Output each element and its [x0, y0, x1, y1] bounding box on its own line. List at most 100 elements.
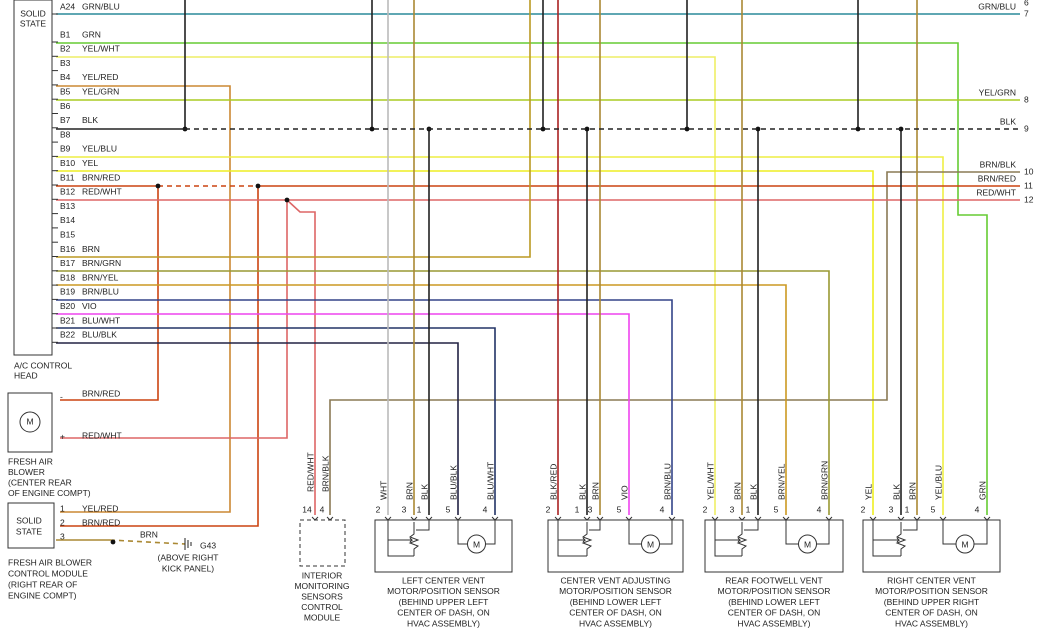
ground-label: G43: [200, 540, 216, 550]
pin-label: B4: [60, 72, 71, 82]
motor-wires: [457, 520, 496, 545]
ground-note: (ABOVE RIGHT: [158, 552, 219, 562]
wire-label: BLK: [1000, 116, 1016, 126]
component-name: (BEHIND LOWER LEFT: [570, 597, 662, 607]
pin-label: 4: [483, 504, 488, 514]
wire-label: BRN: [82, 244, 100, 254]
pin-label: 2: [703, 504, 708, 514]
motor-symbol: [955, 534, 975, 554]
motor-symbol: [19, 411, 41, 433]
blower-module-box: [7, 502, 55, 549]
wire-label: WHT: [378, 481, 388, 500]
connector-number: 9: [1024, 123, 1029, 133]
module-title: STATE: [20, 18, 46, 28]
module-name: HEAD: [14, 370, 38, 380]
pin-label: B18: [60, 272, 75, 282]
pin-label: 2: [376, 504, 381, 514]
wire-label: BLK: [419, 484, 429, 500]
wire-label: RED/WHT: [82, 430, 122, 440]
pin-label: 3: [588, 504, 593, 514]
pin-label: 4: [817, 504, 822, 514]
pin-label: -: [60, 391, 63, 401]
pin-label: +: [60, 431, 65, 441]
pin-label: 5: [774, 504, 779, 514]
potentiometer: [557, 520, 601, 557]
component-name: CENTER OF DASH, ON: [728, 608, 821, 618]
component-name: (RIGHT REAR OF: [8, 579, 77, 589]
pin-symbol: [410, 516, 418, 521]
wire-label: YEL: [82, 158, 98, 168]
wire-label: YEL: [863, 484, 873, 500]
component-name: MOTOR/POSITION SENSOR: [387, 586, 500, 596]
wire-label: BRN/YEL: [776, 463, 786, 500]
wire-label: BLK: [891, 484, 901, 500]
pin-label: B3: [60, 58, 71, 68]
wire-label: BLU/BLK: [448, 465, 458, 500]
pin-label: B5: [60, 86, 71, 96]
pin-label: B13: [60, 201, 75, 211]
wire-label: BRN: [732, 482, 742, 500]
actuator-box: [547, 519, 684, 573]
pin-label: 4: [660, 504, 665, 514]
control-head-box: [13, 0, 53, 356]
wire-label: BRN/GRN: [82, 258, 121, 268]
wire-label: GRN/BLU: [978, 1, 1016, 11]
wire: [60, 186, 259, 527]
component-name: CENTER OF DASH, ON: [569, 608, 662, 618]
component-name: MOTOR/POSITION SENSOR: [559, 586, 672, 596]
pin-label: B17: [60, 258, 75, 268]
interior-module-box: [299, 519, 346, 567]
potentiometer: [714, 520, 759, 557]
wire: [56, 42, 988, 515]
wire: [60, 200, 288, 439]
component-name: HVAC ASSEMBLY): [579, 618, 652, 628]
wire-label: BRN/BLU: [82, 287, 119, 297]
wire: [56, 327, 496, 515]
component-name: MOTOR/POSITION SENSOR: [718, 586, 831, 596]
wire-label: RED/WHT: [305, 452, 315, 492]
component-name: REAR FOOTWELL VENT: [725, 575, 822, 585]
wire: [329, 171, 1020, 515]
wire-label: BRN: [590, 482, 600, 500]
wire-label: YEL/WHT: [82, 44, 120, 54]
wire-label: BRN/RED: [978, 173, 1016, 183]
pin-label: 5: [617, 504, 622, 514]
wire-label: YEL/RED: [82, 503, 118, 513]
pin-label: 4: [320, 504, 325, 514]
wiper: [893, 537, 901, 543]
wire-label: BLU/BLK: [82, 330, 117, 340]
pin-label: B10: [60, 158, 75, 168]
pin-label: B16: [60, 244, 75, 254]
component-name: (BEHIND LOWER LEFT: [728, 597, 820, 607]
component-name: (CENTER REAR: [8, 477, 72, 487]
pin-label: B7: [60, 115, 71, 125]
wire: [56, 342, 459, 515]
component-name: MOTOR/POSITION SENSOR: [875, 586, 988, 596]
wire: [56, 299, 673, 515]
component-name: RIGHT CENTER VENT: [887, 575, 976, 585]
wire: [56, 85, 231, 513]
component-name: INTERIOR: [302, 570, 343, 580]
pin-label: B6: [60, 101, 71, 111]
pin-label: B2: [60, 44, 71, 54]
pin-label: 2: [60, 517, 65, 527]
pin-label: 14: [302, 504, 312, 514]
pin-label: 2: [861, 504, 866, 514]
pin-label: 3: [889, 504, 894, 514]
splice: [155, 183, 161, 189]
wire-label: YEL/BLU: [82, 144, 117, 154]
component-name: CENTER VENT ADJUSTING: [561, 575, 671, 585]
wire: [56, 284, 787, 515]
component-name: SENSORS: [301, 591, 343, 601]
wire-label: YEL/WHT: [705, 462, 715, 500]
pin-label: 5: [931, 504, 936, 514]
component-name: LEFT CENTER VENT: [402, 575, 485, 585]
wire: [109, 539, 186, 545]
module-title: SOLID: [20, 8, 46, 18]
wiper: [734, 537, 742, 543]
pin-symbol: [326, 516, 334, 521]
component-name: CENTER OF DASH, ON: [397, 608, 490, 618]
connector-number: 8: [1024, 94, 1029, 104]
potentiometer: [872, 520, 918, 557]
